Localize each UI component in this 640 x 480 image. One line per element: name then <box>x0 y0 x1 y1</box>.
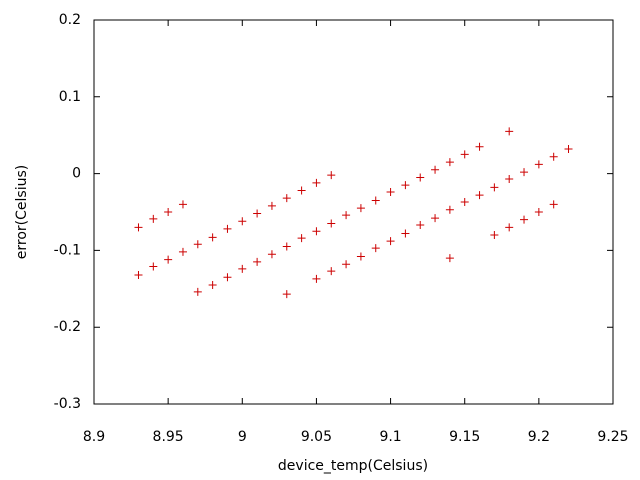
point <box>371 196 380 205</box>
point <box>386 237 395 246</box>
point <box>223 273 232 282</box>
point <box>327 267 336 276</box>
x-tick-label: 9.1 <box>379 429 401 445</box>
point <box>178 200 187 209</box>
point <box>416 173 425 182</box>
point <box>282 194 291 203</box>
point <box>164 208 173 216</box>
x-tick-label: 9.15 <box>449 429 480 445</box>
point <box>475 142 484 151</box>
point <box>282 290 291 299</box>
point <box>149 262 158 271</box>
point <box>460 150 469 159</box>
x-tick-label: 9.2 <box>528 429 550 445</box>
point <box>342 260 351 269</box>
point <box>416 221 425 230</box>
point <box>401 229 410 238</box>
x-tick-label: 9.05 <box>301 429 332 445</box>
point <box>193 240 202 249</box>
point <box>445 158 454 167</box>
point <box>445 205 454 214</box>
y-tick-label: -0.2 <box>54 319 81 335</box>
point <box>312 274 321 283</box>
point <box>208 233 217 242</box>
point <box>164 255 173 264</box>
point <box>356 204 365 213</box>
point <box>312 178 321 187</box>
point <box>312 227 321 236</box>
point <box>267 201 276 210</box>
point <box>401 181 410 190</box>
point <box>356 252 365 261</box>
point <box>149 214 158 223</box>
point <box>327 171 336 180</box>
point <box>460 198 469 207</box>
plot-border <box>93 19 614 405</box>
point <box>208 280 217 289</box>
point <box>534 160 543 169</box>
point <box>178 247 187 256</box>
point <box>134 223 143 232</box>
y-axis-label: error(Celsius) <box>14 165 30 259</box>
y-tick-label: 0.1 <box>59 89 81 105</box>
point <box>238 264 247 273</box>
point <box>327 219 336 228</box>
y-tick-label: 0.2 <box>59 12 81 28</box>
point <box>505 223 514 232</box>
point <box>431 214 440 223</box>
point <box>253 257 262 266</box>
x-tick-label: 9 <box>238 429 247 445</box>
point <box>238 217 247 226</box>
point <box>342 211 351 220</box>
point <box>386 188 395 197</box>
x-tick-label: 8.95 <box>153 429 184 445</box>
point <box>297 186 306 195</box>
y-tick-label: -0.3 <box>54 396 81 412</box>
point <box>267 250 276 259</box>
point <box>193 287 202 296</box>
point <box>520 168 529 177</box>
point <box>253 209 262 218</box>
point <box>445 254 454 263</box>
point <box>475 191 484 200</box>
point <box>282 242 291 251</box>
point <box>297 234 306 243</box>
point <box>564 145 573 154</box>
point <box>490 183 499 192</box>
point <box>371 244 380 253</box>
point <box>534 208 543 216</box>
point <box>549 152 558 161</box>
x-axis-label: device_temp(Celsius) <box>278 458 428 474</box>
point <box>520 215 529 224</box>
point <box>505 174 514 183</box>
y-tick-label: -0.1 <box>54 242 81 258</box>
point <box>223 224 232 233</box>
point <box>431 165 440 174</box>
y-tick-label: 0 <box>72 166 81 182</box>
point <box>134 270 143 279</box>
x-tick-label: 9.25 <box>597 429 628 445</box>
point <box>505 127 514 136</box>
point <box>549 200 558 209</box>
x-tick-label: 8.9 <box>83 429 105 445</box>
point <box>490 231 499 240</box>
